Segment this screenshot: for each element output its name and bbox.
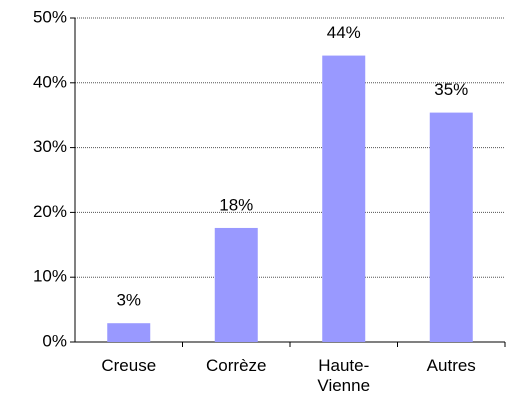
bar (214, 227, 258, 342)
data-label: 44% (327, 23, 361, 42)
bar (429, 112, 473, 342)
y-tick-label: 10% (33, 267, 67, 286)
y-tick-label: 40% (33, 72, 67, 91)
y-tick-label: 0% (42, 331, 67, 350)
bar (107, 323, 151, 342)
data-label: 35% (434, 80, 468, 99)
y-tick-label: 30% (33, 137, 67, 156)
x-tick-label: Creuse (101, 356, 156, 375)
y-tick-label: 50% (33, 7, 67, 26)
data-label: 3% (116, 291, 141, 310)
data-label: 18% (219, 195, 253, 214)
x-tick-label: Haute-Vienne (317, 356, 370, 395)
x-tick-label: Autres (427, 356, 476, 375)
bar (322, 55, 366, 343)
x-tick-label: Corrèze (206, 356, 266, 375)
y-tick-label: 20% (33, 202, 67, 221)
